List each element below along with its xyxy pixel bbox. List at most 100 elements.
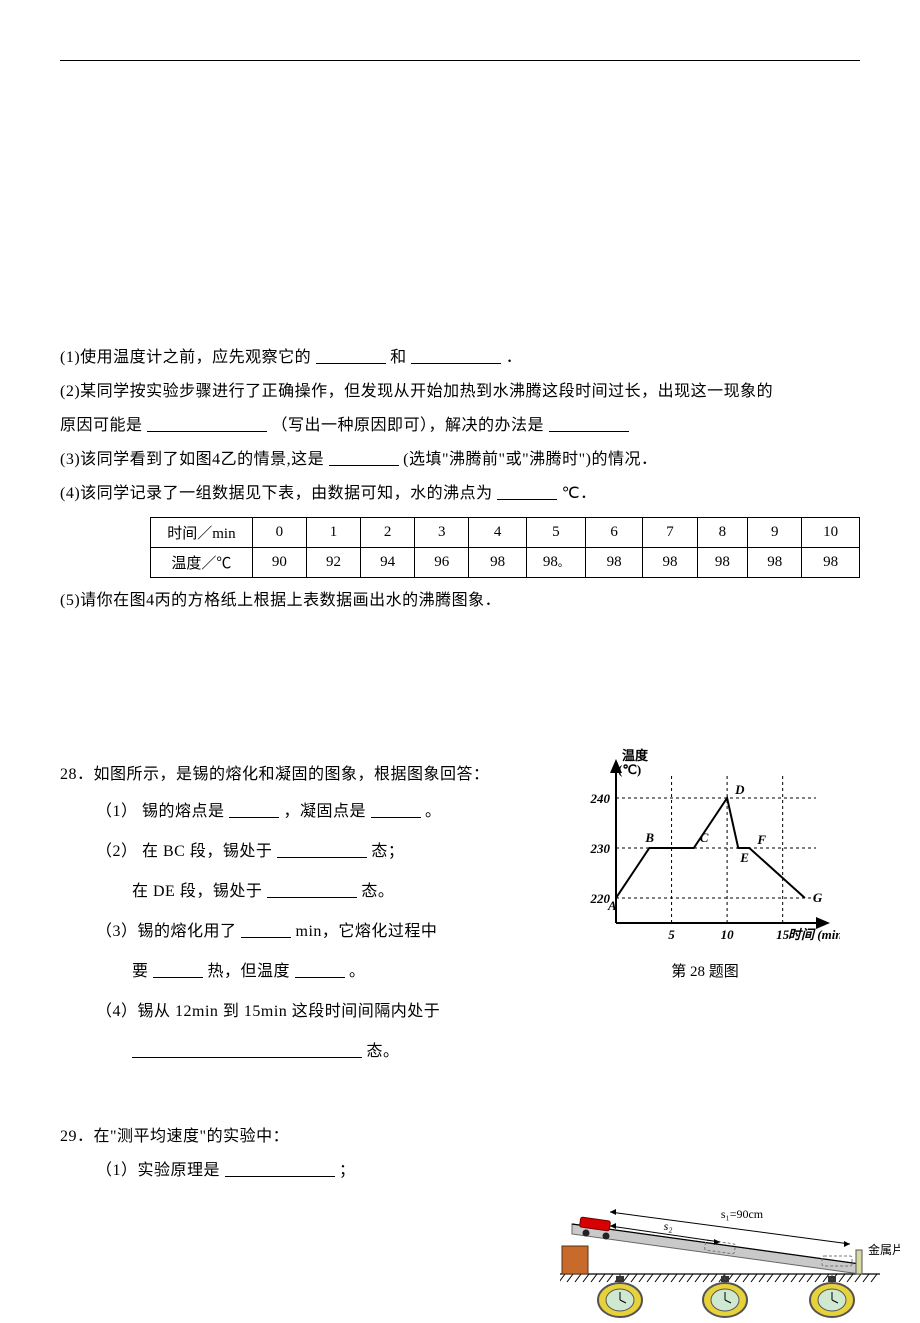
text: (4)该同学记录了一组数据见下表，由数据可知，水的沸点为 xyxy=(60,485,493,502)
blank xyxy=(295,959,345,978)
text: 态。 xyxy=(367,1043,400,1060)
q28-2a: （2） 在 BC 段，锡处于 态； xyxy=(60,832,500,872)
text: 和 xyxy=(390,349,407,366)
text: ，凝固点是 xyxy=(284,803,367,820)
cell: 98 xyxy=(585,548,643,578)
cell: 9 xyxy=(748,518,802,548)
cell: 98 xyxy=(697,548,748,578)
q29-1: （1）实验原理是 ； xyxy=(60,1154,860,1188)
q28-4a: （4）锡从 12min 到 15min 这段时间间隔内处于 xyxy=(60,992,500,1032)
svg-text:C: C xyxy=(700,830,709,845)
top-rule xyxy=(60,60,860,61)
cell: 3 xyxy=(415,518,469,548)
blank xyxy=(153,959,203,978)
cell: 96 xyxy=(415,548,469,578)
text: （4）锡从 12min 到 15min 这段时间间隔内处于 xyxy=(96,1003,440,1020)
cell: 4 xyxy=(469,518,527,548)
svg-text:10: 10 xyxy=(721,927,735,942)
q29-intro: 29．在"测平均速度"的实验中： xyxy=(60,1120,860,1154)
cell-text: 98 xyxy=(543,554,558,570)
text: 态。 xyxy=(361,883,394,900)
text: 热，但温度 xyxy=(208,963,291,980)
cell: 7 xyxy=(643,518,697,548)
text: ℃． xyxy=(562,485,597,502)
svg-text:E: E xyxy=(739,850,749,865)
chart-caption: 第 28 题图 xyxy=(570,960,840,981)
cell: 98 xyxy=(802,548,860,578)
svg-text:F: F xyxy=(756,832,766,847)
cell: 2 xyxy=(361,518,415,548)
svg-text:时间 (min): 时间 (min) xyxy=(788,927,840,942)
svg-text:A: A xyxy=(607,898,617,913)
text: ； xyxy=(339,1162,356,1179)
text: （1）实验原理是 xyxy=(96,1162,220,1179)
cell: 98 xyxy=(643,548,697,578)
blank xyxy=(132,1039,362,1058)
text: 态； xyxy=(371,843,404,860)
text: 原因可能是 xyxy=(60,417,143,434)
blank xyxy=(229,799,279,818)
q28-3a: （3）锡的熔化用了 min，它熔化过程中 xyxy=(60,912,500,952)
tin-chart-svg: 22023024051015温度(℃)时间 (min)ABCDEFG xyxy=(570,748,840,953)
boiling-data-table: 时间／min 0 1 2 3 4 5 6 7 8 9 10 温度／℃ 90 92… xyxy=(150,517,860,578)
q28-2b: 在 DE 段，锡处于 态。 xyxy=(60,872,500,912)
cell: 90 xyxy=(252,548,306,578)
blank xyxy=(329,447,399,466)
blank xyxy=(316,345,386,364)
svg-text:240: 240 xyxy=(590,791,611,806)
svg-text:G: G xyxy=(813,890,823,905)
row-label: 温度／℃ xyxy=(151,548,253,578)
blank xyxy=(371,799,421,818)
text: （写出一种原因即可），解决的办法是 xyxy=(272,417,545,434)
cell: 98。 xyxy=(526,548,585,578)
q27-3: (3)该同学看到了如图4乙的情景,这是 (选填"沸腾前"或"沸腾时")的情况． xyxy=(60,443,860,477)
q27-1: (1)使用温度计之前，应先观察它的 和 ． xyxy=(60,341,860,375)
blank xyxy=(267,879,357,898)
svg-text:(℃): (℃) xyxy=(618,762,641,777)
blank xyxy=(411,345,501,364)
q28-3b: 要 热，但温度 。 xyxy=(60,952,500,992)
q27-2a: (2)某同学按实验步骤进行了正确操作，但发现从开始加热到水沸腾这段时间过长，出现… xyxy=(60,375,860,409)
cell: 5 xyxy=(526,518,585,548)
text: 29．在"测平均速度"的实验中： xyxy=(60,1128,289,1145)
svg-text:温度: 温度 xyxy=(622,748,649,763)
text: (1)使用温度计之前，应先观察它的 xyxy=(60,349,311,366)
speed-diagram-svg: 金属片 s₁=90cm s₂ xyxy=(560,1188,900,1318)
cell: 8 xyxy=(697,518,748,548)
svg-text:B: B xyxy=(644,830,654,845)
text: (5)请你在图4丙的方格纸上根据上表数据画出水的沸腾图象． xyxy=(60,592,501,609)
text: (2)某同学按实验步骤进行了正确操作，但发现从开始加热到水沸腾这段时间过长，出现… xyxy=(60,383,773,400)
cell: 98 xyxy=(469,548,527,578)
text: 。 xyxy=(349,963,366,980)
text: 要 xyxy=(132,963,149,980)
cell: 92 xyxy=(306,548,360,578)
cell: 10 xyxy=(802,518,860,548)
svg-text:s₂: s₂ xyxy=(664,1219,673,1233)
blank xyxy=(147,413,267,432)
blank xyxy=(497,481,557,500)
sub: 。 xyxy=(558,557,569,569)
cell: 98 xyxy=(748,548,802,578)
blank xyxy=(549,413,629,432)
svg-text:D: D xyxy=(734,782,745,797)
text: 28．如图所示，是锡的熔化和凝固的图象，根据图象回答： xyxy=(60,766,490,783)
svg-text:金属片: 金属片 xyxy=(868,1242,900,1257)
cell: 0 xyxy=(252,518,306,548)
q27-4: (4)该同学记录了一组数据见下表，由数据可知，水的沸点为 ℃． xyxy=(60,477,860,511)
tin-melting-chart: 22023024051015温度(℃)时间 (min)ABCDEFG 第 28 … xyxy=(570,748,840,978)
blank xyxy=(277,839,367,858)
cell: 1 xyxy=(306,518,360,548)
text: 。 xyxy=(425,803,442,820)
cell: 94 xyxy=(361,548,415,578)
svg-text:5: 5 xyxy=(668,927,675,942)
text: min，它熔化过程中 xyxy=(296,923,438,940)
q27-2b: 原因可能是 （写出一种原因即可），解决的办法是 xyxy=(60,409,860,443)
table-row: 时间／min 0 1 2 3 4 5 6 7 8 9 10 xyxy=(151,518,860,548)
q28-1: （1） 锡的熔点是 ，凝固点是 。 xyxy=(60,792,500,832)
blank xyxy=(241,919,291,938)
speed-experiment-diagram: 金属片s₁=90cms₂ xyxy=(560,1188,860,1323)
text: （1） 锡的熔点是 xyxy=(96,803,225,820)
text: (选填"沸腾前"或"沸腾时")的情况． xyxy=(403,451,657,468)
row-label: 时间／min xyxy=(151,518,253,548)
svg-text:s₁=90cm: s₁=90cm xyxy=(721,1207,764,1221)
